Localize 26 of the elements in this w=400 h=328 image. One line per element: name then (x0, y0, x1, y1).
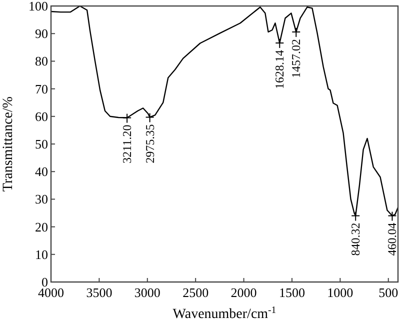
y-tick-label: 70 (35, 81, 48, 96)
x-tick-label: 500 (378, 285, 398, 300)
x-tick-label: 3500 (86, 285, 112, 300)
y-tick-label: 30 (35, 192, 48, 207)
annotation: 460.04 (385, 222, 400, 256)
annotation: 2975.35 (142, 124, 157, 164)
annotation: 1628.14 (272, 50, 287, 89)
annotation: 3211.20 (120, 124, 134, 164)
annotation: 1457.02 (289, 38, 304, 78)
x-tick-label: 2000 (230, 285, 257, 300)
y-tick-label: 60 (35, 108, 48, 124)
x-tick-label: 1500 (278, 285, 305, 300)
y-tick-label: 80 (35, 54, 48, 69)
annotation: 840.32 (348, 222, 363, 256)
y-tick-label: 40 (35, 164, 48, 180)
y-tick-label: 10 (35, 246, 48, 262)
y-tick-label: 50 (35, 136, 48, 152)
y-tick-label: 100 (28, 0, 48, 14)
y-tick-label: 20 (35, 219, 48, 234)
x-tick-label: 3000 (134, 285, 160, 300)
y-tick-label: 90 (35, 26, 48, 42)
x-tick-label: 2500 (182, 285, 209, 300)
x-tick-label: 1000 (327, 285, 354, 300)
y-tick-label: 0 (42, 274, 48, 290)
x-axis-title: Wavenumber/cm$^{-1}$ (172, 304, 276, 322)
y-axis-title: Transmittance/% (1, 96, 16, 192)
